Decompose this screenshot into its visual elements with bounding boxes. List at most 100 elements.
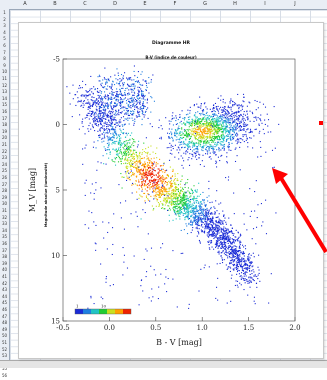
- row-header[interactable]: 26: [1, 175, 8, 180]
- main-sequence-point: [197, 218, 199, 220]
- giant-branch-point: [215, 114, 217, 116]
- scattered-point: [243, 223, 245, 225]
- row-header[interactable]: 39: [1, 260, 8, 266]
- giant-branch-point: [211, 139, 213, 141]
- row-header[interactable]: 9: [3, 62, 6, 68]
- row-header[interactable]: 34: [1, 227, 8, 233]
- row-header[interactable]: 31: [1, 208, 8, 213]
- row-header[interactable]: 50: [1, 333, 8, 339]
- main-sequence-point: [106, 132, 108, 134]
- main-sequence-point: [171, 190, 173, 192]
- row-header[interactable]: 47: [1, 313, 8, 319]
- row-header[interactable]: 42: [1, 280, 8, 286]
- upper-branch-point: [110, 98, 112, 100]
- scattered-point: [208, 244, 210, 246]
- row-header[interactable]: 51: [1, 340, 8, 345]
- giant-branch-point: [203, 128, 205, 130]
- column-header-j[interactable]: J: [294, 1, 296, 7]
- row-header[interactable]: 45: [1, 300, 8, 306]
- main-sequence-point: [147, 146, 149, 148]
- main-sequence-point: [72, 84, 74, 86]
- row-header[interactable]: 25: [1, 168, 8, 174]
- main-sequence-point: [153, 180, 155, 182]
- row-header[interactable]: 35: [1, 234, 8, 240]
- row-header[interactable]: 36: [1, 241, 8, 246]
- row-header[interactable]: 28: [1, 188, 8, 194]
- row-header[interactable]: 29: [1, 194, 8, 200]
- column-header-f[interactable]: F: [173, 1, 177, 7]
- column-header-h[interactable]: H: [233, 1, 237, 7]
- main-sequence-point: [114, 141, 116, 143]
- column-header-b[interactable]: B: [53, 1, 57, 7]
- row-header[interactable]: 37: [1, 247, 8, 253]
- row-header[interactable]: 32: [1, 214, 8, 220]
- upper-branch-point: [129, 117, 131, 119]
- giant-branch-point: [225, 122, 227, 124]
- row-header[interactable]: 2: [3, 16, 6, 22]
- giant-branch-point: [229, 120, 231, 122]
- main-sequence-point: [172, 190, 174, 192]
- row-header[interactable]: 40: [1, 267, 8, 273]
- giant-branch-point: [230, 126, 232, 128]
- upper-branch-point: [108, 86, 111, 88]
- row-header[interactable]: 15: [1, 102, 8, 108]
- giant-branch-point: [187, 116, 189, 118]
- row-header[interactable]: 14: [1, 95, 8, 101]
- row-header[interactable]: 16: [1, 109, 8, 114]
- row-header[interactable]: 56: [1, 373, 8, 378]
- giant-branch-point: [217, 156, 219, 158]
- row-header[interactable]: 1: [3, 10, 6, 15]
- row-header[interactable]: 22: [1, 148, 8, 154]
- row-header[interactable]: 7: [3, 49, 6, 55]
- row-header[interactable]: 43: [1, 287, 8, 293]
- row-header[interactable]: 46: [1, 307, 8, 312]
- row-header[interactable]: 23: [1, 155, 8, 161]
- giant-branch-point: [249, 120, 251, 122]
- row-header[interactable]: 27: [1, 181, 8, 187]
- row-header[interactable]: 3: [3, 23, 6, 29]
- main-sequence-point: [210, 212, 212, 214]
- giant-branch-point: [223, 110, 225, 112]
- column-header-i[interactable]: I: [264, 1, 266, 7]
- scattered-point: [275, 212, 277, 214]
- main-sequence-point: [91, 105, 94, 107]
- row-header[interactable]: 10: [1, 69, 8, 75]
- row-header[interactable]: 33: [1, 221, 8, 227]
- upper-branch-point: [99, 106, 101, 108]
- giant-branch-point: [216, 118, 218, 120]
- column-header-d[interactable]: D: [113, 1, 117, 7]
- row-header[interactable]: 13: [1, 89, 8, 95]
- main-sequence-point: [209, 221, 212, 223]
- column-header-e[interactable]: E: [143, 1, 147, 7]
- row-header[interactable]: 12: [1, 82, 8, 88]
- row-header[interactable]: 18: [1, 122, 8, 128]
- row-header[interactable]: 8: [3, 56, 6, 62]
- row-header[interactable]: 44: [1, 293, 8, 299]
- column-header-c[interactable]: C: [83, 1, 87, 7]
- row-header[interactable]: 24: [1, 161, 8, 167]
- hr-diagram-chart[interactable]: Diagramme HR B-V (indice de couleur) -0.…: [18, 22, 324, 359]
- row-header[interactable]: 41: [1, 274, 8, 279]
- row-header[interactable]: 17: [1, 115, 8, 121]
- row-header[interactable]: 4: [3, 29, 6, 35]
- row-header[interactable]: 20: [1, 135, 8, 141]
- upper-branch-point: [107, 99, 109, 101]
- main-sequence-point: [120, 160, 122, 162]
- row-header[interactable]: 49: [1, 326, 8, 332]
- row-header[interactable]: 52: [1, 346, 8, 352]
- column-header-g[interactable]: G: [203, 1, 207, 7]
- main-sequence-point: [172, 175, 174, 177]
- row-header[interactable]: 19: [1, 128, 8, 134]
- main-sequence-point: [206, 217, 208, 219]
- row-header[interactable]: 53: [1, 353, 8, 359]
- row-header[interactable]: 48: [1, 320, 8, 326]
- row-header[interactable]: 30: [1, 201, 8, 207]
- row-header[interactable]: 6: [3, 43, 6, 48]
- row-header[interactable]: 5: [3, 36, 6, 42]
- row-header[interactable]: 11: [1, 76, 8, 81]
- row-header[interactable]: 21: [1, 142, 8, 147]
- giant-branch-point: [222, 125, 224, 128]
- column-header-a[interactable]: A: [23, 1, 27, 7]
- main-sequence-point: [144, 166, 146, 168]
- row-header[interactable]: 38: [1, 254, 8, 260]
